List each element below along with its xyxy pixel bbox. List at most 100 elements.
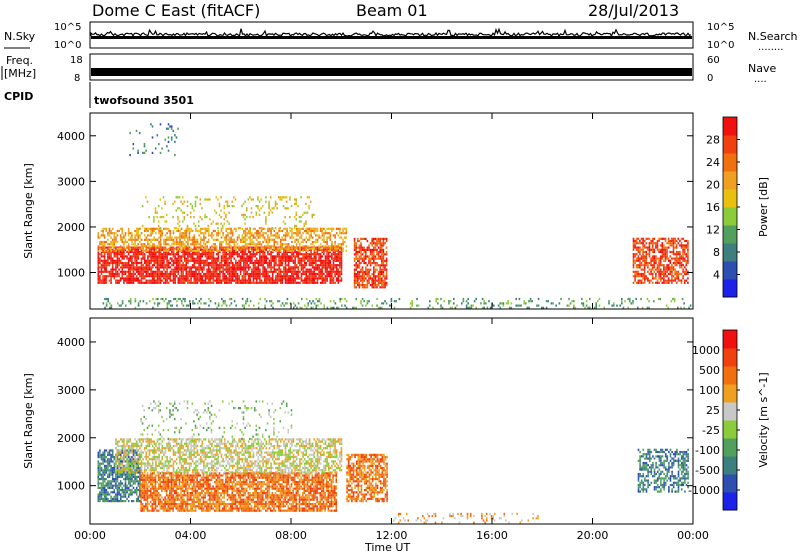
nsearch-tick-high: 10^5 bbox=[707, 22, 734, 33]
power-echo-region bbox=[129, 123, 179, 157]
velocity-ytick-label: 2000 bbox=[57, 432, 85, 445]
power-colorbar-tick-label: 16 bbox=[706, 201, 720, 214]
velocity-colorbar-swatch bbox=[723, 474, 737, 493]
freq-label-line1: Freq. bbox=[6, 54, 33, 67]
nave-dots: .... bbox=[754, 74, 767, 85]
velocity-colorbar-swatch bbox=[723, 384, 737, 403]
nave-tick-high: 60 bbox=[707, 55, 720, 66]
nave-tick-low: 0 bbox=[707, 73, 713, 84]
velocity-colorbar-tick-label: 1000 bbox=[692, 344, 720, 357]
date-title: 28/Jul/2013 bbox=[588, 1, 679, 20]
xtick-label: 12:00 bbox=[376, 529, 408, 542]
station-title: Dome C East (fitACF) bbox=[92, 1, 260, 20]
freq-label-line2: [MHz] bbox=[4, 67, 36, 80]
power-echo-region bbox=[353, 237, 388, 289]
velocity-colorbar-swatch bbox=[723, 330, 737, 349]
power-colorbar-tick-label: 4 bbox=[713, 269, 720, 282]
velocity-colorbar-tick-label: -100 bbox=[695, 444, 720, 457]
power-colorbar-swatch bbox=[723, 153, 737, 172]
velocity-ytick-label: 3000 bbox=[57, 384, 85, 397]
power-echo-region bbox=[632, 237, 689, 284]
velocity-echo-region bbox=[140, 472, 338, 512]
power-colorbar-tick-label: 28 bbox=[706, 134, 720, 147]
nsky-tick-high: 10^5 bbox=[54, 22, 81, 33]
power-data-cells bbox=[97, 123, 692, 309]
power-ylabel: Slant Range [km] bbox=[22, 163, 35, 259]
velocity-colorbar-swatch bbox=[723, 438, 737, 457]
cpid-label: CPID bbox=[4, 90, 33, 103]
velocity-echo-region bbox=[637, 448, 689, 493]
power-colorbar-swatch bbox=[723, 171, 737, 190]
velocity-colorbar-tick-label: -25 bbox=[702, 424, 720, 437]
velocity-ytick-label: 4000 bbox=[57, 336, 85, 349]
velocity-ylabel: Slant Range [km] bbox=[22, 373, 35, 469]
velocity-colorbar-tick-label: -1000 bbox=[688, 484, 720, 497]
velocity-colorbar-swatch bbox=[723, 402, 737, 421]
velocity-echo-region bbox=[393, 512, 539, 524]
velocity-colorbar-tick-label: -500 bbox=[695, 464, 720, 477]
beam-title: Beam 01 bbox=[356, 1, 428, 20]
velocity-data-cells bbox=[97, 400, 689, 524]
velocity-echo-region bbox=[115, 438, 343, 474]
velocity-echo-region bbox=[346, 453, 388, 503]
nsearch-dots: ........ bbox=[758, 42, 783, 53]
nave-label: Nave bbox=[748, 62, 776, 75]
freq-tick-high: 18 bbox=[70, 55, 83, 66]
power-colorbar-swatch bbox=[723, 117, 737, 136]
power-echo-region bbox=[102, 297, 692, 309]
velocity-ytick-label: 1000 bbox=[57, 480, 85, 493]
velocity-colorbar-tick-label: 25 bbox=[706, 404, 720, 417]
velocity-colorbar-label: Velocity [m s^-1] bbox=[757, 372, 770, 467]
power-echo-region bbox=[97, 227, 348, 252]
power-colorbar-swatch bbox=[723, 243, 737, 262]
nsky-trace bbox=[90, 27, 692, 39]
freq-trace bbox=[91, 68, 692, 76]
nsky-label: N.Sky bbox=[4, 30, 36, 43]
velocity-colorbar-swatch bbox=[723, 456, 737, 475]
velocity-colorbar: 1000 500 100 25 -25 -100 -500 -1000 Velocity [m … bbox=[688, 329, 770, 511]
xtick-label: 16:00 bbox=[476, 529, 508, 542]
power-echo-region bbox=[97, 246, 343, 284]
nsky-tick-low: 10^0 bbox=[54, 40, 81, 51]
freq-tick-low: 8 bbox=[74, 73, 80, 84]
xtick-label: 08:00 bbox=[275, 529, 307, 542]
nsky-baseline bbox=[91, 36, 692, 39]
velocity-colorbar-frame bbox=[722, 329, 738, 511]
xtick-label: 04:00 bbox=[175, 529, 207, 542]
power-colorbar-swatch bbox=[723, 261, 737, 280]
velocity-colorbar-swatch bbox=[723, 366, 737, 385]
power-colorbar-tick-label: 12 bbox=[706, 224, 720, 237]
power-ytick-label: 1000 bbox=[57, 267, 85, 280]
velocity-colorbar-tick-label: 500 bbox=[699, 364, 720, 377]
cpid-value: twofsound 3501 bbox=[94, 94, 194, 107]
xtick-label: 00:00 bbox=[74, 529, 106, 542]
power-colorbar-swatch bbox=[723, 225, 737, 244]
velocity-echo-region bbox=[140, 400, 293, 440]
power-colorbar-tick-label: 20 bbox=[706, 179, 720, 192]
power-panel: 1000 2000 3000 4000 Slant Range [km] 4 8 12 16 20… bbox=[22, 112, 770, 310]
xtick-label: 20:00 bbox=[577, 529, 609, 542]
power-colorbar-swatch bbox=[723, 135, 737, 154]
power-colorbar-swatch bbox=[723, 207, 737, 226]
velocity-colorbar-swatch bbox=[723, 420, 737, 439]
nsearch-label: N.Search bbox=[748, 30, 798, 43]
nsearch-tick-low: 10^0 bbox=[707, 40, 734, 51]
power-ytick-label: 4000 bbox=[57, 130, 85, 143]
velocity-colorbar-swatch bbox=[723, 348, 737, 367]
power-colorbar-tick-label: 24 bbox=[706, 156, 720, 169]
velocity-colorbar-tick-label: 100 bbox=[699, 384, 720, 397]
power-colorbar-label: Power [dB] bbox=[757, 177, 770, 237]
nsky-strip-frame bbox=[89, 21, 694, 49]
power-echo-region bbox=[141, 196, 315, 230]
velocity-colorbar-swatch bbox=[723, 492, 737, 511]
power-colorbar-swatch bbox=[723, 279, 737, 298]
x-axis-title: Time UT bbox=[364, 541, 410, 554]
nsky-line bbox=[90, 27, 692, 38]
xtick-label: 00:00 bbox=[677, 529, 709, 542]
freq-strip-frame bbox=[89, 53, 694, 81]
power-colorbar-swatch bbox=[723, 189, 737, 208]
power-colorbar-tick-label: 8 bbox=[713, 246, 720, 259]
power-ytick-label: 2000 bbox=[57, 221, 85, 234]
power-ytick-label: 3000 bbox=[57, 175, 85, 188]
